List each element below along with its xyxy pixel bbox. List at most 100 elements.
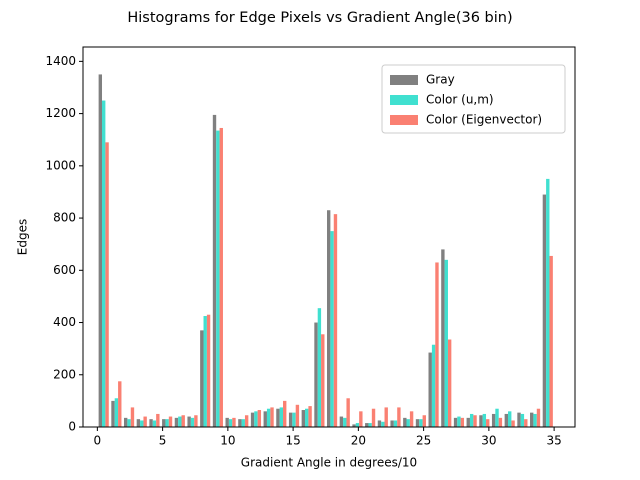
bar [152,420,157,427]
bar [178,416,182,427]
bar [308,406,312,427]
bar [403,417,407,427]
bar [203,316,207,427]
x-tick-label: 20 [351,434,366,448]
y-tick-label: 0 [68,420,76,434]
x-tick-label: 0 [94,434,102,448]
bar [517,412,521,427]
bar [263,411,267,427]
bar [377,420,382,427]
bar [149,419,153,427]
bar [469,413,474,427]
plot-frame [82,46,576,428]
bar [228,419,233,427]
bar [216,130,220,427]
bar [270,407,274,427]
bar [495,408,499,427]
bar [393,420,398,427]
bar [508,411,512,427]
bar [283,400,287,427]
bar [114,398,119,427]
bar [257,410,262,427]
bar [415,419,420,427]
bar [194,415,198,427]
bar [486,419,490,427]
bar [143,416,147,427]
bar [321,334,325,427]
y-tick-label: 400 [53,315,76,329]
bar [118,381,122,427]
bar [431,344,436,427]
bar [105,142,109,427]
bar [232,417,236,427]
bar [333,214,338,427]
bar [460,417,465,427]
bar [212,114,217,427]
bar [266,408,271,427]
bar [254,411,258,427]
bar [384,407,388,427]
x-tick-label: 15 [285,434,300,448]
bar [301,410,306,427]
bar [444,259,448,427]
bar [314,322,318,427]
bar [292,412,296,427]
bar [409,411,414,427]
bar [276,408,280,427]
bar [466,417,470,427]
bar [359,411,363,427]
bar [111,400,115,427]
bar [524,419,528,427]
bar [390,420,394,427]
bar [482,413,487,427]
bar [546,178,550,427]
bar [530,412,534,427]
bar [365,423,369,427]
bar [536,408,541,427]
bar [371,408,376,427]
bar [504,413,509,427]
bar [406,419,410,427]
bar [368,423,372,427]
bar [140,420,144,427]
bar [244,415,249,427]
bar [136,419,141,427]
legend-label: Color (Eigenvector) [426,113,542,127]
legend-box [381,64,566,134]
bar [181,415,185,427]
bar [162,419,166,427]
bar [330,231,334,427]
bar [98,74,103,428]
legend-swatch [390,95,418,105]
bar [206,314,211,427]
bar [343,417,347,427]
bar [279,407,284,427]
bar [327,210,331,427]
bar [549,255,553,427]
x-tick-label: 25 [416,434,431,448]
bar [130,407,135,427]
bar [428,352,432,427]
bar [219,127,223,428]
x-tick-label: 10 [220,434,235,448]
x-tick-label: 5 [159,434,167,448]
bar [187,416,191,427]
legend-label: Gray [426,73,455,87]
bar [498,417,503,427]
bar [127,419,131,427]
x-axis-label: Gradient Angle in degrees/10 [241,456,417,470]
bar [238,419,242,427]
bar [200,330,204,427]
bar [511,420,515,427]
bar [295,404,300,427]
bar [447,339,452,427]
bar [174,417,179,427]
bar [453,417,458,427]
bar [435,262,439,427]
chart-title: Histograms for Edge Pixels vs Gradient A… [127,10,512,26]
bar [479,415,483,427]
x-tick-label: 30 [481,434,496,448]
bar [168,416,173,427]
bar [352,424,356,427]
